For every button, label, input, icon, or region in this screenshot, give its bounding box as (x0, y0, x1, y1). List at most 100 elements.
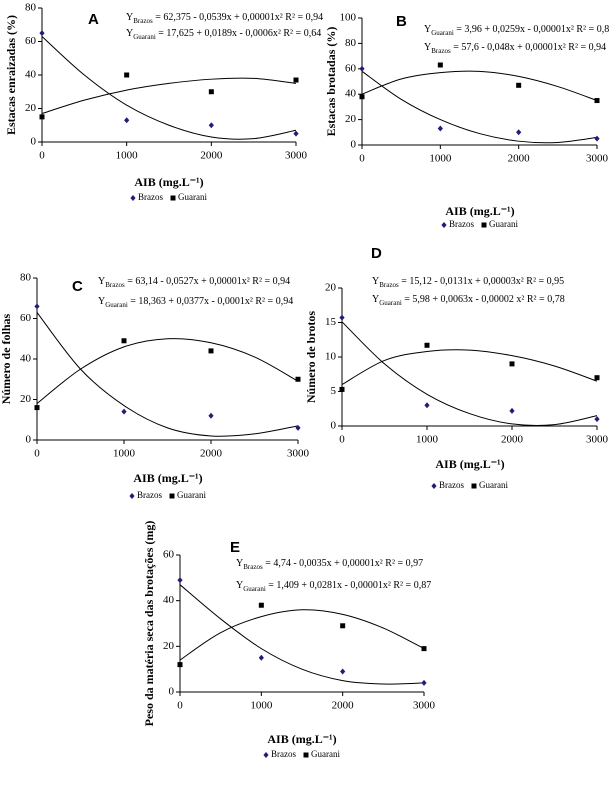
equation-subscript: Brazos (105, 281, 125, 289)
equation-lead: Y (424, 24, 431, 35)
panel-letter: A (88, 11, 99, 28)
data-point (516, 129, 522, 136)
panel-letter: B (396, 13, 407, 30)
data-point (437, 62, 443, 68)
x-tick-label: 1000 (429, 153, 452, 165)
y-axis-label: Número de brotos (304, 311, 318, 404)
x-axis-label: AIB (mg.L⁻¹) (133, 471, 202, 485)
legend-label: Brazos (449, 219, 474, 229)
panel-letter: D (371, 245, 382, 262)
data-point (340, 623, 346, 629)
data-point (437, 125, 443, 132)
data-point (34, 303, 40, 310)
x-tick-label: 3000 (287, 448, 310, 460)
equation-lead: Y (236, 580, 243, 591)
x-tick-label: 2000 (501, 434, 524, 446)
equation-body: = 1,409 + 0,0281x - 0,00001x² R² = 0,87 (266, 580, 431, 591)
equation: YGuarani = 3,96 + 0,0259x - 0,00001x² R²… (424, 24, 609, 36)
equation-subscript: Guarani (133, 33, 156, 41)
legend-marker (130, 195, 136, 201)
panel: 0 20 40 60 0 1000 2000 3000 E AIB (mg.L⁻¹) Peso da… (142, 521, 436, 759)
x-tick-label: 1000 (416, 434, 439, 446)
data-point (359, 94, 365, 100)
equation-subscript: Guarani (431, 29, 454, 37)
equation-body: = 3,96 + 0,0259x - 0,00001x² R² = 0,81 (454, 24, 609, 35)
data-point (293, 77, 299, 83)
legend-label: Brazos (439, 480, 464, 490)
fit-curve (179, 609, 425, 661)
fit-curve (341, 321, 598, 426)
data-point (208, 412, 214, 419)
x-tick-label: 1000 (250, 700, 273, 712)
y-axis-label: Estacas enraizadas (%) (4, 15, 18, 135)
data-point (124, 117, 130, 124)
y-tick-label: 60 (345, 62, 357, 74)
x-axis-label: AIB (mg.L⁻¹) (134, 175, 203, 189)
equation-body: = 4,74 - 0,0035x + 0,00001x² R² = 0,97 (263, 558, 423, 569)
fit-curve (361, 70, 598, 102)
fit-curve (361, 70, 598, 144)
x-tick-label: 3000 (285, 150, 308, 162)
data-point (594, 416, 600, 423)
y-tick-label: 60 (25, 35, 37, 47)
equation-body: = 62,375 - 0,0539x + 0,00001x² R² = 0,94 (153, 12, 323, 23)
x-tick-label: 3000 (413, 700, 436, 712)
x-axis-label: AIB (mg.L⁻¹) (267, 732, 336, 746)
data-point (339, 386, 345, 392)
y-tick-label: 15 (325, 316, 337, 328)
legend-marker (169, 493, 175, 499)
equation-lead: Y (236, 558, 243, 569)
fit-curve (41, 77, 297, 115)
y-tick-label: 100 (340, 12, 357, 24)
y-tick-label: 5 (331, 385, 337, 397)
x-tick-label: 2000 (200, 150, 223, 162)
equation-lead: Y (126, 28, 133, 39)
equation-body: = 15,12 - 0,0131x + 0,00003x² R² = 0,95 (399, 276, 564, 287)
y-tick-label: 80 (20, 272, 32, 284)
legend-label: Brazos (138, 192, 163, 202)
data-point (424, 342, 430, 348)
data-point (295, 376, 301, 382)
data-point (39, 114, 45, 120)
data-point (421, 679, 427, 686)
equation-body: = 18,363 + 0,0377x - 0,0001x² R² = 0,94 (128, 296, 293, 307)
equation-lead: Y (424, 42, 431, 53)
equation-lead: Y (372, 276, 379, 287)
y-tick-label: 20 (345, 113, 357, 125)
x-tick-label: 2000 (508, 153, 531, 165)
legend-marker (431, 483, 437, 489)
y-tick-label: 40 (20, 353, 32, 365)
equation-subscript: Guarani (243, 585, 266, 593)
data-point (177, 662, 183, 668)
legend-label: Brazos (137, 490, 162, 500)
data-point (34, 405, 40, 411)
equation-subscript: Brazos (379, 281, 399, 289)
x-axis-label: AIB (mg.L⁻¹) (435, 457, 504, 471)
x-tick-label: 0 (359, 153, 365, 165)
equation: YGuarani = 18,363 + 0,0377x - 0,0001x² R… (98, 296, 293, 308)
data-point (258, 654, 264, 661)
equation-body: = 17,625 + 0,0189x - 0,0006x² R² = 0,64 (156, 28, 321, 39)
equation: YGuarani = 17,625 + 0,0189x - 0,0006x² R… (126, 28, 321, 40)
equation: YGuarani = 1,409 + 0,0281x - 0,00001x² R… (236, 580, 431, 592)
legend-marker (129, 493, 135, 499)
panel: 0 5 10 15 20 0 1000 2000 3000 D AIB (mg.L⁻¹) Número… (304, 245, 609, 490)
equation: YBrazos = 57,6 - 0,048x + 0,00001x² R² =… (424, 42, 606, 54)
data-point (594, 135, 600, 142)
legend-label: Brazos (271, 749, 296, 759)
y-tick-label: 40 (25, 69, 37, 81)
data-point (208, 122, 214, 129)
equation: YBrazos = 4,74 - 0,0035x + 0,00001x² R² … (236, 558, 423, 570)
equation: YGuarani = 5,98 + 0,0063x - 0,00002 x² R… (372, 294, 565, 306)
x-tick-label: 1000 (116, 150, 139, 162)
x-tick-label: 3000 (586, 153, 609, 165)
legend-marker (481, 222, 487, 228)
equation: YBrazos = 63,14 - 0,0527x + 0,00001x² R²… (98, 276, 290, 288)
legend-marker (170, 195, 176, 201)
equation-subscript: Guarani (105, 301, 128, 309)
x-tick-label: 3000 (586, 434, 609, 446)
equation-body: = 63,14 - 0,0527x + 0,00001x² R² = 0,94 (125, 276, 290, 287)
legend-label: Guarani (177, 490, 206, 500)
x-tick-label: 2000 (332, 700, 355, 712)
